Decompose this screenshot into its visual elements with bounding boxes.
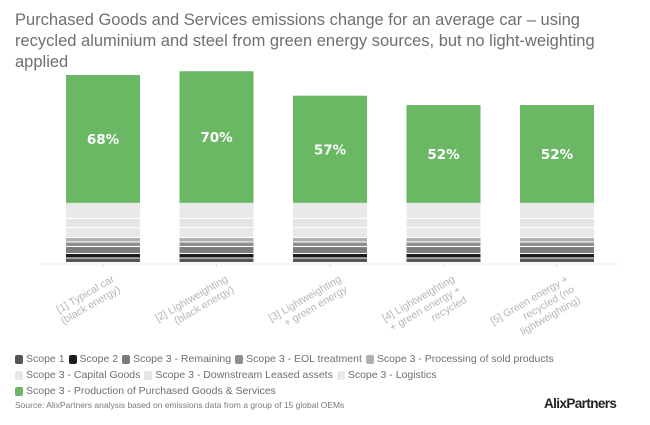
bar-segment-scope-3-remaining [406, 247, 481, 253]
legend-label: Scope 3 - Capital Goods [26, 368, 141, 381]
bar-segment-scope-3-processing-of-sold-products [66, 237, 140, 242]
legend-swatch [15, 355, 23, 365]
legend-swatch [144, 371, 153, 380]
legend-label: Scope 3 - Downstream Leased assets [155, 368, 333, 381]
bar-segment-scope-1 [406, 258, 481, 262]
bar-segment-scope-3-downstream-leased-assets [179, 219, 254, 228]
legend-swatch [365, 355, 374, 365]
bar-segment-scope-3-logistics [66, 202, 140, 219]
bar-segment-scope-3-processing-of-sold-products [520, 237, 594, 242]
x-tick-label: [3] Lightweighting+ green energy [267, 273, 350, 335]
bar-segment-scope-3-processing-of-sold-products [179, 237, 254, 242]
bar-segment-scope-1 [66, 258, 140, 262]
legend-item: Scope 2 [68, 353, 119, 367]
bar-segment-scope-3-remaining [66, 247, 140, 253]
bar-segment-scope-3-eol-treatment [66, 242, 140, 247]
bar-segment-scope-1 [179, 258, 254, 262]
bar-segment-scope-3-eol-treatment [406, 242, 481, 247]
bar-segment-scope-3-logistics [520, 202, 594, 219]
bar-segment-scope-3-processing-of-sold-products [406, 237, 481, 242]
legend-item: Scope 3 - Capital Goods [15, 369, 140, 383]
bar-group: 52% [520, 105, 594, 262]
stacked-bar-chart: 68% [1] Typical car(black energy) 70% [2] L… [40, 71, 620, 348]
legend-item: Scope 3 - EOL treatment [235, 353, 362, 367]
bar-group: 57% [293, 95, 367, 262]
bar-segment-scope-3-downstream-leased-assets [520, 219, 594, 228]
data-label: 70% [200, 130, 233, 146]
data-label: 57% [314, 142, 347, 158]
legend-label: Scope 3 - Logistics [347, 368, 437, 381]
legend-label: Scope 2 [79, 353, 119, 365]
x-tick-label: [1] Typical car(black energy) [53, 273, 123, 327]
data-label: 52% [541, 147, 574, 163]
legend-item: Scope 3 - Logistics [336, 368, 437, 383]
legend-item: Scope 1 [15, 353, 65, 367]
bar-segment-scope-3-downstream-leased-assets [293, 219, 367, 228]
bar-segment-scope-1 [293, 258, 367, 262]
bar-group: 70% [179, 71, 254, 262]
bar-segment-scope-3-production-of-purchased-goods-services [520, 105, 594, 203]
bar-segment-scope-3-remaining [179, 247, 254, 253]
bar-segment-scope-3-eol-treatment [293, 242, 367, 247]
bar-segment-scope-3-downstream-leased-assets [66, 219, 140, 228]
chart-title: Purchased Goods and Services emissions c… [15, 11, 595, 71]
bar-segment-scope-2 [520, 253, 594, 258]
bar-segment-scope-1 [520, 258, 594, 262]
bar-segment-scope-2 [406, 253, 481, 258]
legend-item: Scope 3 - Processing of sold products [365, 353, 554, 367]
legend-swatch [235, 355, 244, 365]
bar-segment-scope-3-production-of-purchased-goods-services [293, 95, 367, 203]
legend-swatch [68, 355, 77, 365]
x-tick-label: [2] Lightweighting(black energy) [153, 273, 236, 335]
legend: Scope 1 Scope 2 Scope 3 - Remaining Scope 3… [15, 353, 645, 400]
bar-segment-scope-3-processing-of-sold-products [293, 237, 367, 242]
bar-segment-scope-3-eol-treatment [179, 242, 254, 247]
bar-segment-scope-3-production-of-purchased-goods-services [66, 75, 140, 203]
legend-swatch [15, 371, 23, 380]
bar-segment-scope-3-capital-goods [66, 228, 140, 237]
legend-swatch [122, 355, 131, 365]
bar-segment-scope-3-capital-goods [293, 228, 367, 237]
legend-label: Scope 3 - Remaining [133, 353, 232, 365]
bar-segment-scope-3-logistics [406, 202, 481, 219]
bar-segment-scope-3-remaining [520, 247, 594, 253]
legend-label: Scope 3 - Processing of sold products [376, 353, 554, 365]
alixpartners-logo: AlixPartners [544, 396, 617, 411]
legend-item: Scope 3 - Remaining [122, 353, 231, 367]
legend-swatch [336, 371, 345, 380]
bar-segment-scope-3-remaining [293, 247, 367, 253]
x-tick-label: [5] Green energy +recycled (nolightweigh… [488, 273, 582, 348]
bar-segment-scope-3-logistics [179, 202, 254, 219]
bar-segment-scope-3-production-of-purchased-goods-services [406, 105, 481, 203]
bar-segment-scope-3-eol-treatment [520, 242, 594, 247]
data-label: 68% [87, 132, 120, 148]
data-label: 52% [427, 147, 460, 163]
bar-segment-scope-3-capital-goods [520, 228, 594, 237]
bar-segment-scope-3-capital-goods [179, 228, 254, 237]
bar-segment-scope-3-production-of-purchased-goods-services [179, 71, 254, 203]
bar-segment-scope-3-capital-goods [406, 228, 481, 237]
bar-group: 68% [66, 75, 140, 262]
source-note: Source: AlixPartners analysis based on e… [15, 400, 345, 410]
x-tick-label: [4] Lightweighting+ green energy +recycl… [380, 273, 469, 345]
bar-segment-scope-3-logistics [293, 202, 367, 219]
bar-segment-scope-3-downstream-leased-assets [406, 219, 481, 228]
legend-item: Scope 3 - Production of Purchased Goods … [15, 385, 276, 399]
bar-segment-scope-2 [293, 253, 367, 258]
bar-segment-scope-2 [179, 253, 254, 258]
legend-label: Scope 3 - Production of Purchased Goods … [26, 384, 276, 397]
bar-segment-scope-2 [66, 253, 140, 258]
bar-group: 52% [406, 105, 481, 262]
legend-label: Scope 1 [26, 353, 65, 365]
legend-label: Scope 3 - EOL treatment [246, 353, 362, 365]
legend-swatch [15, 386, 23, 396]
legend-item: Scope 3 - Downstream Leased assets [144, 368, 333, 383]
